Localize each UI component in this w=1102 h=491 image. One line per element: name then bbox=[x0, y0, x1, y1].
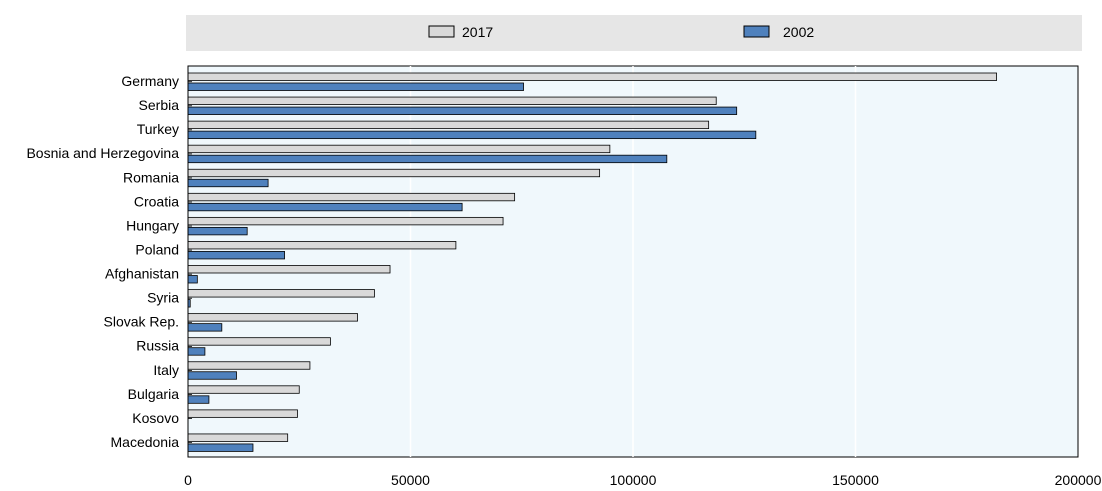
category-label: Kosovo bbox=[132, 410, 179, 426]
bar-2017 bbox=[187, 96, 717, 105]
bar-2017 bbox=[187, 265, 391, 274]
bar-2017 bbox=[187, 361, 311, 370]
bar-2002 bbox=[187, 226, 248, 236]
x-axis: 0 50000 100000 150000 200000 bbox=[184, 472, 1101, 488]
bar-2002 bbox=[187, 443, 254, 452]
bar-2002 bbox=[187, 395, 210, 404]
category-label: Italy bbox=[153, 362, 179, 378]
bar-2017 bbox=[187, 337, 331, 346]
category-labels: Germany Serbia Turkey Bosnia and Herzegovin… bbox=[26, 73, 179, 450]
bar-2002 bbox=[187, 371, 237, 380]
bar-2017 bbox=[187, 168, 601, 178]
legend: 2017 2002 bbox=[428, 24, 814, 40]
bar-2002 bbox=[187, 106, 738, 115]
category-label: Afghanistan bbox=[105, 266, 179, 282]
bar-2017 bbox=[187, 313, 358, 322]
category-label: Syria bbox=[147, 290, 179, 306]
bar-2017 bbox=[187, 409, 298, 418]
bar-2017 bbox=[187, 72, 997, 81]
legend-background bbox=[186, 15, 1082, 51]
bar-2017 bbox=[187, 433, 289, 442]
category-label: Macedonia bbox=[111, 434, 180, 450]
bar-2002 bbox=[187, 275, 198, 284]
bar-2017 bbox=[187, 241, 457, 250]
bar-2002 bbox=[187, 130, 757, 140]
category-label: Russia bbox=[136, 338, 179, 354]
bar-2002 bbox=[187, 202, 463, 212]
x-tick-label: 200000 bbox=[1055, 472, 1102, 488]
bar-2017 bbox=[187, 192, 516, 202]
legend-swatch-2017 bbox=[428, 25, 455, 38]
category-label: Slovak Rep. bbox=[104, 314, 179, 330]
x-tick-label: 100000 bbox=[610, 472, 657, 488]
category-label: Bosnia and Herzegovina bbox=[26, 145, 179, 161]
category-label: Hungary bbox=[126, 217, 179, 233]
bar-2002 bbox=[187, 154, 668, 164]
bar-2002 bbox=[187, 82, 524, 91]
bars bbox=[187, 72, 997, 452]
x-tick-label: 0 bbox=[184, 472, 192, 488]
bar-2002 bbox=[187, 178, 269, 188]
x-tick-label: 50000 bbox=[391, 472, 430, 488]
bar-2017 bbox=[187, 216, 504, 226]
legend-label-2002: 2002 bbox=[783, 24, 814, 40]
category-label: Bulgaria bbox=[128, 386, 180, 402]
bar-2017 bbox=[187, 289, 375, 298]
bar-2017 bbox=[187, 385, 300, 394]
category-label: Turkey bbox=[137, 121, 179, 137]
category-label: Serbia bbox=[139, 97, 180, 113]
bar-2017 bbox=[187, 120, 710, 130]
category-label: Poland bbox=[135, 241, 179, 257]
legend-label-2017: 2017 bbox=[462, 24, 493, 40]
x-tick-label: 150000 bbox=[832, 472, 879, 488]
bar-2002 bbox=[187, 347, 206, 356]
category-label: Germany bbox=[121, 73, 179, 89]
bar-2002 bbox=[187, 323, 223, 332]
bar-2017 bbox=[187, 144, 611, 154]
bar-2002 bbox=[187, 251, 285, 260]
category-label: Romania bbox=[123, 169, 179, 185]
category-label: Croatia bbox=[134, 193, 179, 209]
legend-swatch-2002 bbox=[743, 25, 770, 38]
